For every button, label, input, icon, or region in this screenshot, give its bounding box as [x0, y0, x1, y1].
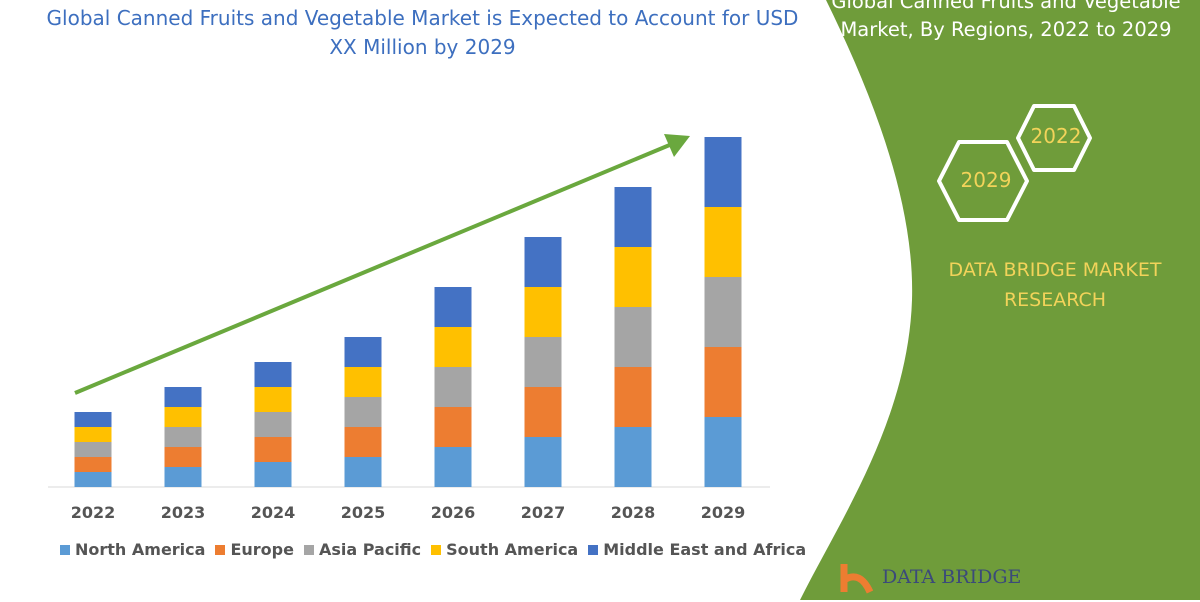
bar-segment-2024-north-america: [254, 462, 292, 487]
hexagon-2029-icon: [937, 140, 1029, 222]
bar-segment-2023-europe: [164, 447, 202, 467]
bar-segment-2029-middle-east-and-africa: [704, 137, 742, 207]
bar-segment-2025-south-america: [344, 367, 382, 397]
bar-segment-2029-north-america: [704, 417, 742, 487]
hex-year-2029: 2029: [960, 168, 1012, 192]
bar-segment-2022-europe: [74, 457, 112, 472]
bar-segment-2026-south-america: [434, 327, 472, 367]
logo-text: DATA BRIDGE: [882, 566, 1022, 588]
bar-segment-2027-europe: [524, 387, 562, 437]
legend-swatch: [215, 544, 226, 555]
data-bridge-logo-icon: [840, 564, 874, 594]
bar-segment-2027-middle-east-and-africa: [524, 237, 562, 287]
bar-segment-2023-south-america: [164, 407, 202, 427]
bar-segment-2026-europe: [434, 407, 472, 447]
bar-segment-2024-asia-pacific: [254, 412, 292, 437]
chart-title: Global Canned Fruits and Vegetable Marke…: [46, 6, 799, 59]
legend-item: North America: [60, 540, 205, 559]
legend-item: Europe: [215, 540, 294, 559]
bar-segment-2026-asia-pacific: [434, 367, 472, 407]
legend-label: Europe: [230, 540, 294, 559]
legend-item: South America: [431, 540, 578, 559]
x-tick-label: 2024: [251, 503, 296, 522]
bar-segment-2026-middle-east-and-africa: [434, 287, 472, 327]
green-side-panel: [800, 0, 1200, 600]
bar-segment-2027-asia-pacific: [524, 337, 562, 387]
legend-label: North America: [75, 540, 206, 559]
trend-arrowhead: [664, 134, 690, 157]
x-tick-label: 2022: [71, 503, 116, 522]
bar-segment-2023-north-america: [164, 467, 202, 487]
bar-segment-2029-south-america: [704, 207, 742, 277]
x-tick-label: 2027: [521, 503, 566, 522]
legend-swatch: [60, 544, 70, 555]
bar-segment-2022-north-america: [74, 472, 112, 487]
legend-label: Middle East and Africa: [603, 540, 807, 559]
bar-segment-2023-asia-pacific: [164, 427, 202, 447]
bar-segment-2029-europe: [704, 347, 742, 417]
bar-segment-2028-middle-east-and-africa: [614, 187, 652, 247]
bar-segment-2028-north-america: [614, 427, 652, 487]
hex-year-2022: 2022: [1030, 124, 1082, 148]
bar-segment-2029-asia-pacific: [704, 277, 742, 347]
bar-segment-2028-europe: [614, 367, 652, 427]
legend-swatch: [588, 544, 599, 555]
bar-segment-2022-asia-pacific: [74, 442, 112, 457]
legend-label: Asia Pacific: [318, 540, 422, 559]
bar-segment-2024-middle-east-and-africa: [254, 362, 292, 387]
bar-segment-2025-middle-east-and-africa: [344, 337, 382, 367]
legend-swatch: [431, 544, 442, 555]
bar-segment-2025-asia-pacific: [344, 397, 382, 427]
bar-segment-2028-south-america: [614, 247, 652, 307]
bar-segment-2024-south-america: [254, 387, 292, 412]
bar-segment-2025-europe: [344, 427, 382, 457]
bar-segment-2024-europe: [254, 437, 292, 462]
x-tick-label: 2029: [701, 503, 746, 522]
bar-segment-2027-south-america: [524, 287, 562, 337]
brand-name: DATA BRIDGE MARKET RESEARCH: [948, 259, 1162, 311]
trend-arrow: [74, 142, 673, 395]
legend-swatch: [303, 544, 314, 555]
side-panel-title: Global Canned Fruits and Vegetable Marke…: [831, 0, 1181, 41]
x-tick-label: 2025: [341, 503, 386, 522]
legend-label: South America: [446, 540, 579, 559]
legend-item: Middle East and Africa: [588, 540, 806, 559]
bar-segment-2026-north-america: [434, 447, 472, 487]
x-tick-label: 2028: [611, 503, 656, 522]
legend-item: Asia Pacific: [303, 540, 422, 559]
bar-segment-2027-north-america: [524, 437, 562, 487]
bar-segment-2028-asia-pacific: [614, 307, 652, 367]
bar-segment-2025-north-america: [344, 457, 382, 487]
x-tick-label: 2026: [431, 503, 476, 522]
hexagon-2022-icon: [1016, 104, 1092, 172]
bar-segment-2023-middle-east-and-africa: [164, 387, 202, 407]
chart-legend: North America Europe Asia Pacific South Ame…: [60, 540, 806, 559]
x-tick-label: 2023: [161, 503, 206, 522]
bar-segment-2022-south-america: [74, 427, 112, 442]
bar-segment-2022-middle-east-and-africa: [74, 412, 112, 427]
